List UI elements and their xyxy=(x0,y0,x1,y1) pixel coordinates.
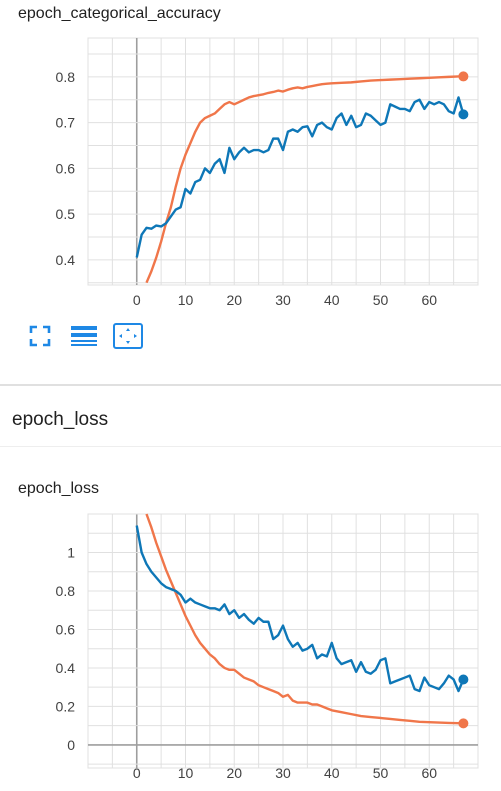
series-line-validation[interactable] xyxy=(135,525,465,693)
series-end-point-train[interactable] xyxy=(458,71,469,82)
series-end-point-train[interactable] xyxy=(458,718,469,729)
x-tick-label: 60 xyxy=(421,292,437,308)
x-tick-label: 40 xyxy=(324,765,340,781)
section-title: epoch_loss xyxy=(12,409,109,430)
x-tick-label: 10 xyxy=(178,292,194,308)
fullscreen-icon[interactable] xyxy=(28,322,58,350)
y-tick-label: 0.5 xyxy=(56,206,76,222)
x-tick-label: 20 xyxy=(226,765,242,781)
section-header-divider xyxy=(0,446,501,447)
y-tick-label: 0.8 xyxy=(56,583,76,599)
chart-title-accuracy: epoch_categorical_accuracy xyxy=(18,5,221,22)
chart-toolbar xyxy=(28,322,158,350)
y-tick-label: 0.4 xyxy=(56,660,76,676)
x-tick-label: 20 xyxy=(226,292,242,308)
chart-title-loss: epoch_loss xyxy=(18,480,99,497)
x-tick-label: 0 xyxy=(133,765,141,781)
x-tick-label: 30 xyxy=(275,765,291,781)
accuracy-chart[interactable]: 0.4 0.5 0.6 0.7 0.8 0 10 20 30 40 50 60 xyxy=(0,0,501,310)
series-line-train[interactable] xyxy=(145,75,464,284)
data-table-icon[interactable] xyxy=(70,322,100,350)
series-end-point-validation[interactable] xyxy=(458,109,469,120)
y-tick-label: 0.7 xyxy=(56,115,76,131)
y-tick-label: 0.2 xyxy=(56,698,76,714)
series-line-train[interactable] xyxy=(145,513,464,725)
y-tick-label: 1 xyxy=(67,544,75,560)
loss-chart[interactable]: 00.20.40.60.810 10 20 30 40 50 60 xyxy=(0,491,501,791)
y-tick-label: 0 xyxy=(67,737,75,753)
fit-domain-icon[interactable] xyxy=(112,322,143,350)
y-tick-label: 0.6 xyxy=(56,160,76,176)
x-tick-label: 60 xyxy=(421,765,437,781)
x-tick-label: 50 xyxy=(373,765,389,781)
x-tick-label: 10 xyxy=(178,765,194,781)
series-end-point-validation[interactable] xyxy=(458,674,469,685)
x-tick-label: 30 xyxy=(275,292,291,308)
x-tick-label: 0 xyxy=(133,292,141,308)
x-tick-label: 50 xyxy=(373,292,389,308)
series-line-validation[interactable] xyxy=(135,96,465,258)
y-tick-label: 0.8 xyxy=(56,69,76,85)
y-tick-label: 0.4 xyxy=(56,252,76,268)
section-divider xyxy=(0,384,501,386)
y-tick-label: 0.6 xyxy=(56,621,76,637)
x-tick-label: 40 xyxy=(324,292,340,308)
